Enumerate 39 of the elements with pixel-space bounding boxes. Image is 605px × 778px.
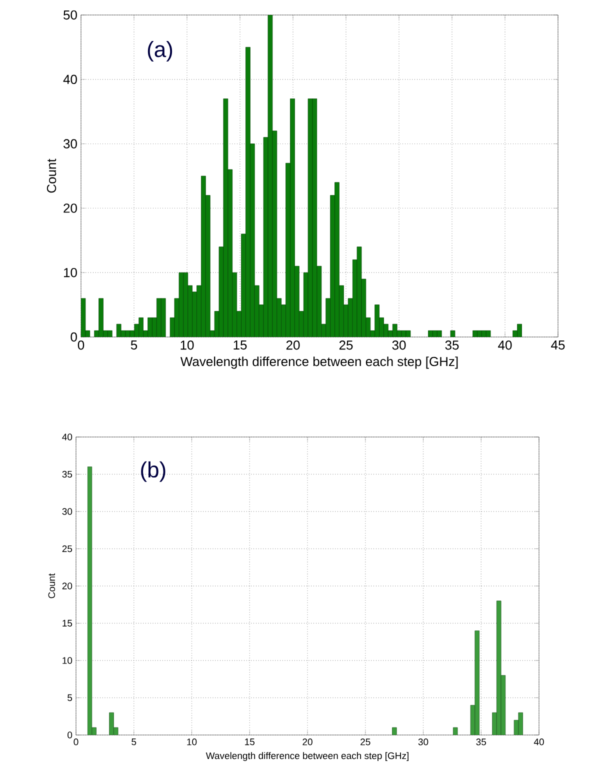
x-tick-label: 15 <box>234 340 247 350</box>
x-tick-label: 20 <box>286 340 300 350</box>
y-tick-label: 0 <box>70 332 77 342</box>
x-tick-label: 30 <box>418 738 428 746</box>
x-tick-label: 0 <box>78 340 84 350</box>
x-tick-label: 10 <box>180 340 194 350</box>
x-tick-label: 20 <box>302 738 312 746</box>
y-tick-label: 15 <box>62 620 72 627</box>
y-axis-title: Count <box>48 573 56 598</box>
y-axis-title: Count <box>46 158 56 193</box>
x-tick-label: 5 <box>130 340 138 350</box>
y-tick-label: 50 <box>64 10 77 20</box>
y-tick-label: 40 <box>62 434 72 440</box>
x-tick-label: 40 <box>498 340 512 350</box>
x-tick-label: 15 <box>245 738 255 746</box>
x-tick-label: 45 <box>551 340 565 350</box>
x-tick-label: 40 <box>534 738 544 746</box>
y-tick-label: 20 <box>64 204 77 213</box>
annotation: (b) <box>141 461 166 482</box>
y-tick-label: 30 <box>64 139 77 148</box>
x-tick-label: 25 <box>339 340 353 350</box>
y-tick-label: 5 <box>68 694 72 702</box>
x-tick-label: 10 <box>187 738 197 746</box>
x-tick-label: 35 <box>445 340 459 350</box>
y-tick-label: 35 <box>62 470 72 478</box>
y-tick-label: 0 <box>68 732 72 738</box>
x-tick-label: 5 <box>132 738 136 746</box>
annotation: (a) <box>148 41 172 62</box>
x-tick-label: 25 <box>360 738 370 746</box>
y-tick-label: 30 <box>62 508 72 515</box>
x-tick-label: 30 <box>392 340 406 350</box>
x-axis-title: Wavelength difference between each step [GHz] <box>206 752 408 761</box>
x-tick-label: 35 <box>476 738 486 746</box>
y-tick-label: 10 <box>62 657 72 664</box>
y-tick-label: 25 <box>62 545 72 552</box>
y-tick-label: 40 <box>63 74 77 84</box>
y-tick-label: 20 <box>62 582 72 590</box>
x-axis-title: Wavelength difference between each step [GHz] <box>180 356 458 369</box>
y-tick-label: 10 <box>64 268 77 278</box>
